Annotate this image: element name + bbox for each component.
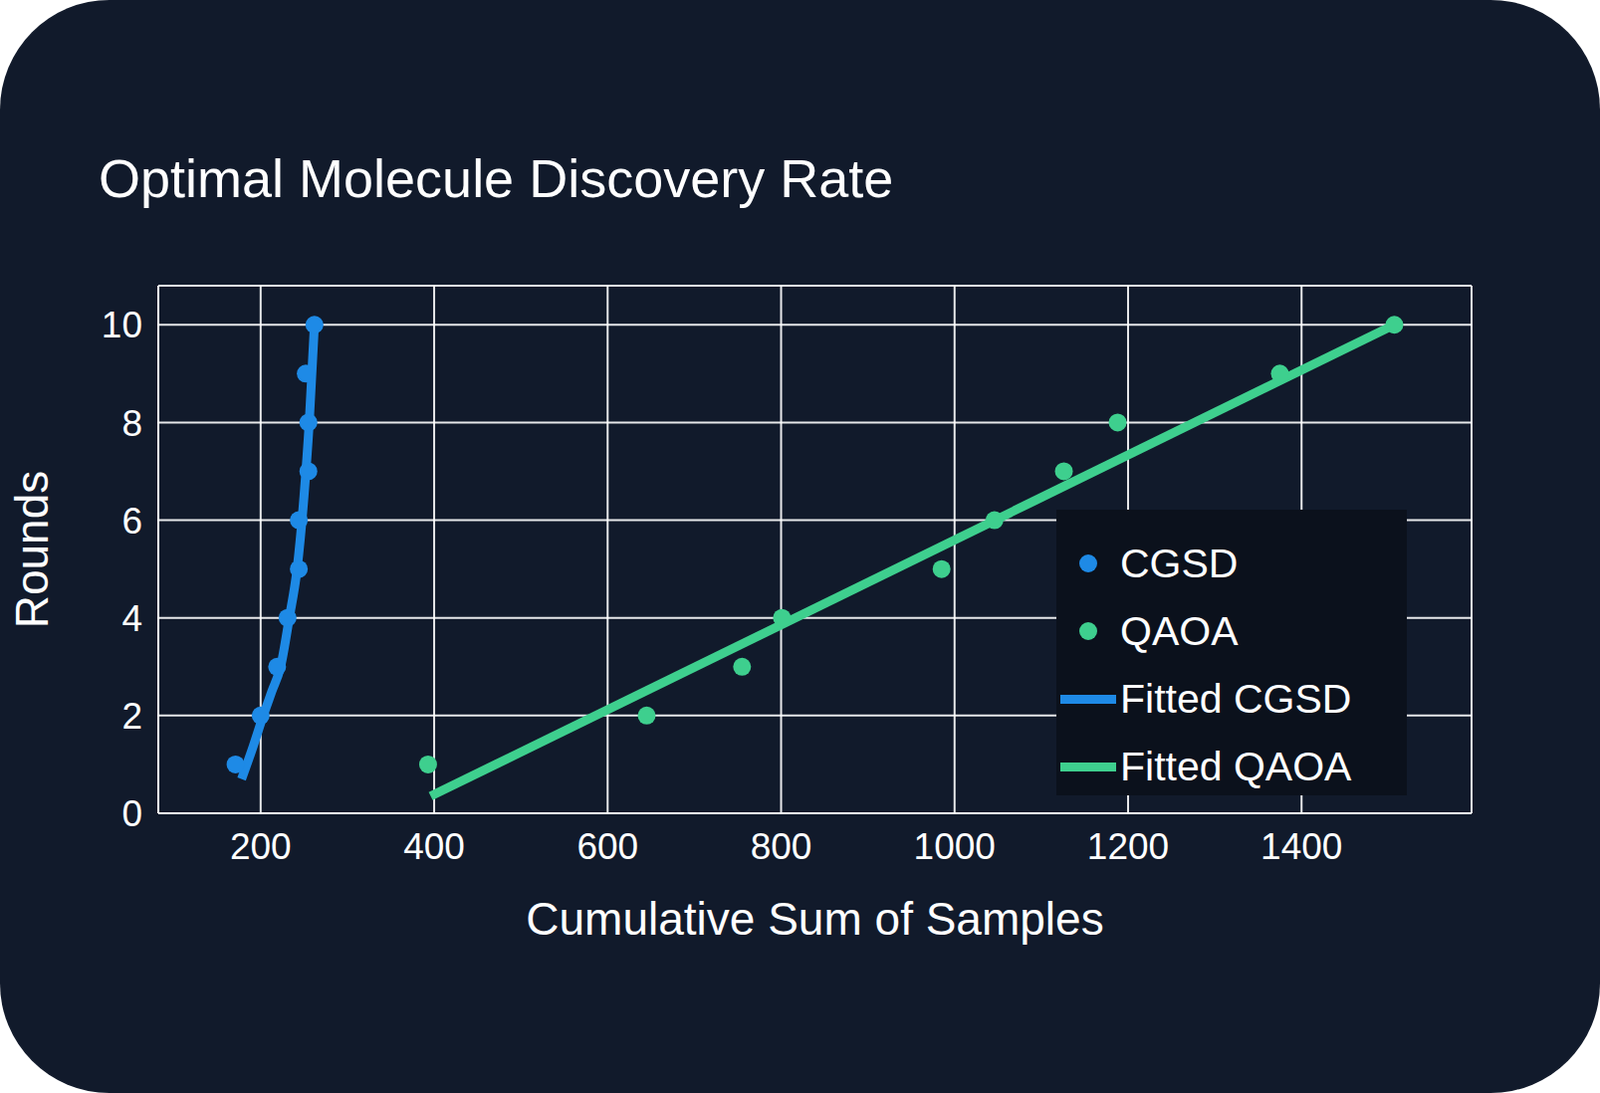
svg-text:1200: 1200	[1087, 826, 1169, 868]
svg-text:1000: 1000	[914, 826, 996, 868]
html-text:Fitted QAOA: Fitted QAOA	[1120, 743, 1352, 790]
svg-text:600: 600	[576, 826, 639, 868]
svg-text:400: 400	[403, 826, 465, 868]
svg-text:0: 0	[121, 793, 143, 835]
svg-text:200: 200	[229, 826, 292, 868]
svg-text:4: 4	[121, 598, 143, 640]
html-text:Fitted CGSD: Fitted CGSD	[1120, 675, 1352, 722]
html-text:CGSD: CGSD	[1120, 540, 1239, 586]
svg-text:8: 8	[121, 403, 143, 445]
html-text:Optimal Molecule Discovery Rat: Optimal Molecule Discovery Rate	[98, 148, 894, 209]
svg-text:1400: 1400	[1260, 826, 1343, 868]
svg-text:800: 800	[750, 826, 813, 868]
svg-text:Rounds: Rounds	[7, 470, 58, 630]
svg-text:10: 10	[101, 304, 143, 346]
svg-text:2: 2	[121, 695, 143, 737]
svg-text:Cumulative Sum of Samples: Cumulative Sum of Samples	[525, 893, 1104, 945]
html-text:QAOA: QAOA	[1120, 607, 1239, 654]
svg-text:6: 6	[121, 500, 143, 542]
